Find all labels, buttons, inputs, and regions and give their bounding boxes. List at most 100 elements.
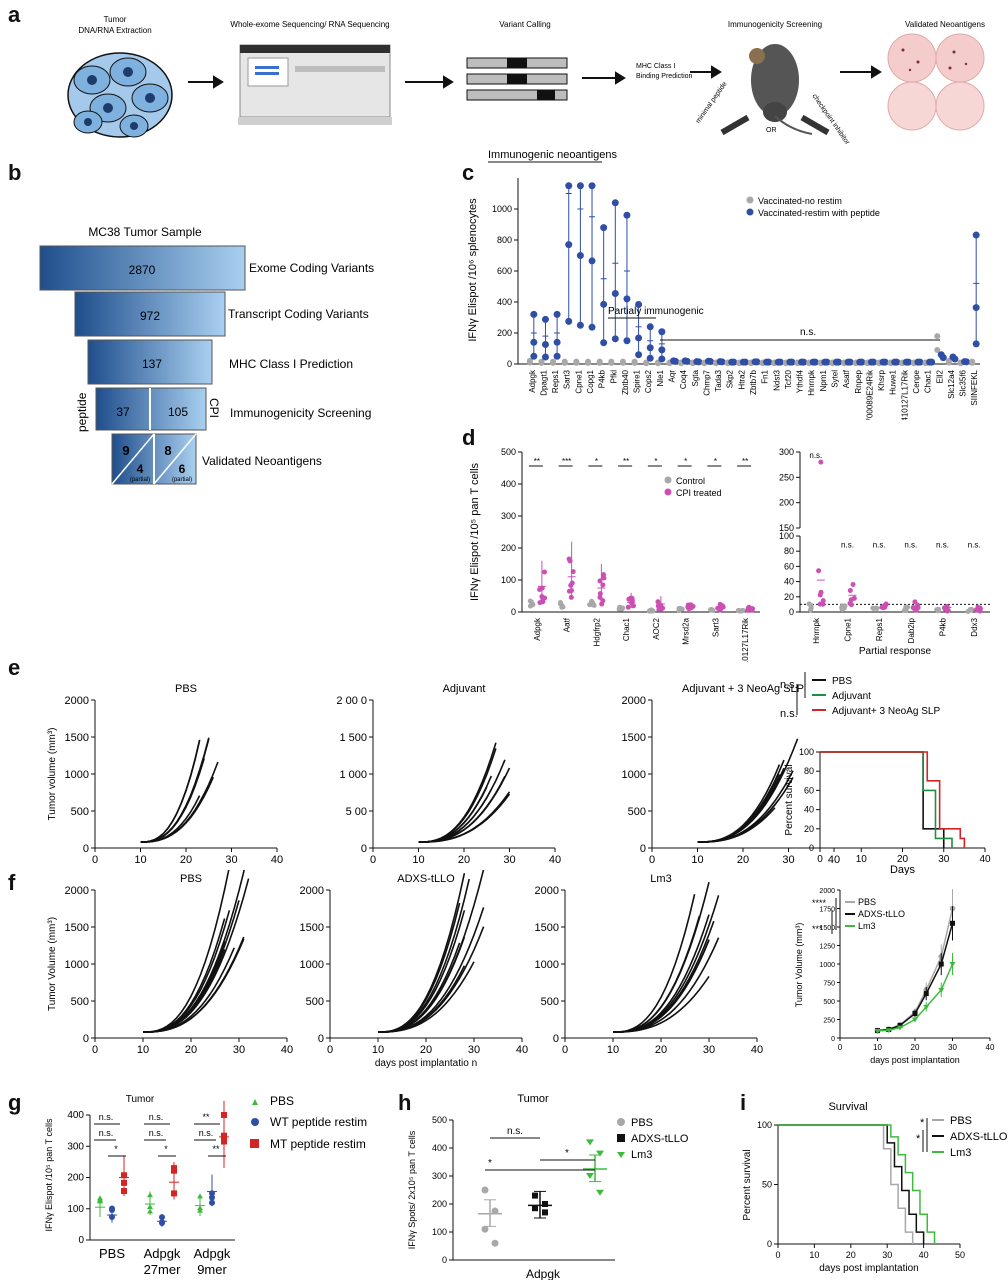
point-control xyxy=(676,608,682,614)
label-checkpoint-inhibitor: checkpoint inhibitor xyxy=(810,93,850,147)
point-restim xyxy=(753,358,761,366)
data-point xyxy=(491,1207,499,1215)
label-or: OR xyxy=(766,127,777,134)
point-cpi xyxy=(847,587,853,593)
step-label-tumor: Tumor xyxy=(104,15,127,24)
y-tick-label: 0 xyxy=(78,1235,84,1246)
data-point xyxy=(109,1206,115,1213)
point-no-restim xyxy=(561,359,568,366)
data-point xyxy=(209,1199,215,1206)
x-axis-label: days post implantatio n xyxy=(375,1058,477,1069)
point-restim xyxy=(788,358,796,366)
y-tick-label: 500 xyxy=(432,1115,447,1125)
y-tick-label: 1 000 xyxy=(339,769,367,781)
point-restim xyxy=(741,358,749,366)
point-restim xyxy=(928,358,936,366)
y-tick-label: 100 xyxy=(501,575,516,585)
significance-label: ** xyxy=(202,1112,210,1122)
point-restim xyxy=(553,352,561,360)
significance-label: n.s. xyxy=(841,540,854,549)
category-label: Sart3 xyxy=(711,617,720,637)
point-restim xyxy=(811,358,819,366)
category-label: Chac1 xyxy=(924,369,933,393)
category-label: Mrsd2a xyxy=(682,617,691,644)
legend-label: Adjuvant+ 3 NeoAg SLP xyxy=(832,706,940,717)
y-axis-label: Percent survival xyxy=(784,764,795,835)
point-control xyxy=(617,604,623,610)
point-restim xyxy=(611,199,619,207)
legend-label-control: Control xyxy=(676,476,705,486)
point-restim xyxy=(576,182,584,190)
legend-label: ADXS-tLLO xyxy=(858,909,905,919)
category-label: Zbtb40 xyxy=(621,369,630,394)
data-point xyxy=(938,961,944,967)
funnel-side-peptide: peptide xyxy=(75,392,89,432)
point-no-restim xyxy=(573,359,580,366)
y-axis-label: IFNγ Elispot /10⁶ splenocytes xyxy=(467,198,479,342)
significance-label: * xyxy=(920,1117,925,1129)
point-control xyxy=(967,607,973,613)
funnel-title: MC38 Tumor Sample xyxy=(88,225,202,239)
y-tick-label: 500 xyxy=(306,996,324,1008)
x-tick-label: 10 xyxy=(412,854,424,866)
point-control xyxy=(903,608,909,614)
y-tick-label: 500 xyxy=(501,447,516,457)
x-tick-label: 0 xyxy=(562,1044,568,1056)
significance-label: ** xyxy=(212,1144,220,1154)
x-tick-label: 10 xyxy=(134,854,146,866)
tumor-growth-curve xyxy=(612,894,696,1033)
funnel-value-4-right: 105 xyxy=(168,405,188,419)
point-restim xyxy=(916,358,924,366)
y-tick-label: 2000 xyxy=(819,888,835,895)
legend-label: MT peptide restim xyxy=(270,1137,366,1151)
x-tick-label: 20 xyxy=(897,854,909,865)
significance-label: * xyxy=(565,1148,569,1159)
legend-marker-cpi xyxy=(664,488,672,496)
y-tick-label: 1750 xyxy=(819,907,835,914)
legend-label: ADXS-tLLO xyxy=(631,1133,689,1145)
point-cpi xyxy=(599,601,605,607)
y-axis-label: IFNγ Elispot /10⁵ pan T cells xyxy=(469,462,481,601)
point-cpi xyxy=(820,598,826,604)
x-tick-label: 0 xyxy=(92,1044,98,1056)
category-label: Reps1 xyxy=(551,369,560,393)
x-tick-label: 10 xyxy=(873,1043,882,1052)
category-label: Reps1 xyxy=(875,617,884,641)
point-restim xyxy=(588,257,596,265)
data-point xyxy=(97,1195,103,1201)
legend-marker-control xyxy=(664,476,672,484)
significance-label: n.s. xyxy=(780,679,798,691)
category-label: Nle1 xyxy=(656,369,665,386)
y-tick-label: 300 xyxy=(501,511,516,521)
point-no-restim xyxy=(934,347,941,354)
survival-curve xyxy=(820,751,953,848)
point-cpi xyxy=(944,604,950,610)
data-point xyxy=(481,1186,489,1194)
y-tick-label: 800 xyxy=(497,235,512,245)
data-point xyxy=(949,962,956,967)
x-tick-label: 30 xyxy=(233,1044,245,1056)
point-no-restim xyxy=(538,359,545,366)
y-tick-label: 100 xyxy=(779,531,794,541)
category-label: Sgta xyxy=(691,369,700,386)
y-tick-label: 0 xyxy=(83,1033,89,1045)
point-restim xyxy=(893,358,901,366)
point-cpi xyxy=(569,580,575,586)
category-label: Copg1 xyxy=(586,369,595,393)
category-label: Pfkl xyxy=(609,370,618,384)
point-cpi xyxy=(537,587,543,593)
point-restim xyxy=(881,358,889,366)
data-point xyxy=(542,1209,548,1216)
funnel-partial-text-left: (partial) xyxy=(130,477,150,483)
point-cpi xyxy=(912,599,918,605)
point-restim xyxy=(658,355,666,363)
point-cpi xyxy=(597,591,603,597)
x-tick-label: 30 xyxy=(882,1250,892,1260)
legend-label: Lm3 xyxy=(631,1149,652,1161)
significance-label: *** xyxy=(812,924,823,934)
category-label: Slc12a4 xyxy=(947,369,956,398)
panel-letter-f: f xyxy=(8,870,16,895)
step-label-extraction: DNA/RNA Extraction xyxy=(78,26,151,35)
